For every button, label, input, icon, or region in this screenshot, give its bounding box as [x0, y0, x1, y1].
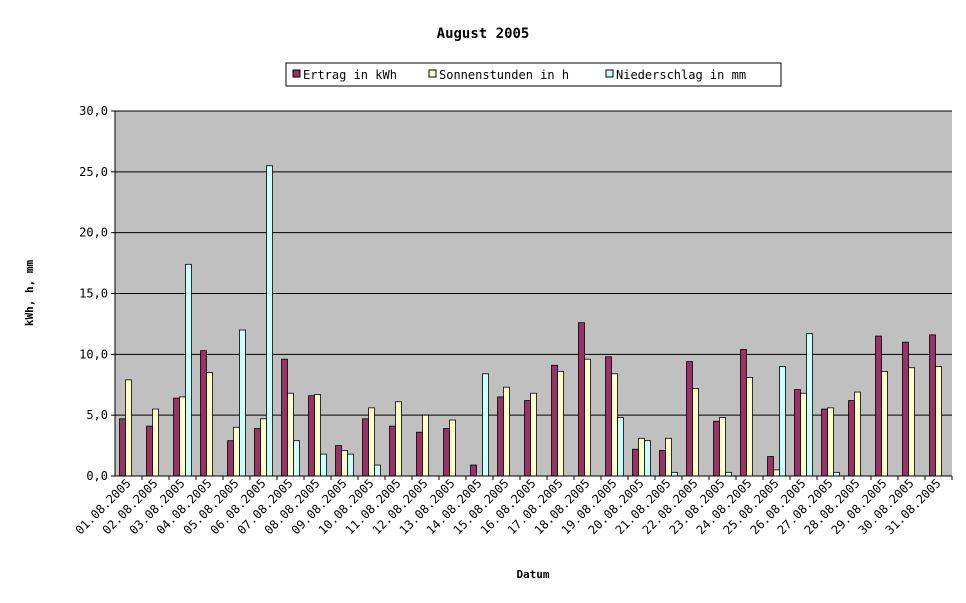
legend-label-niederschlag: Niederschlag in mm	[616, 68, 746, 82]
chart-title: August 2005	[437, 26, 530, 42]
bars	[119, 165, 942, 477]
bar-ertrag	[119, 418, 126, 477]
bar-ertrag	[740, 349, 747, 477]
bar-ertrag	[416, 431, 423, 477]
bar-niederschlag	[671, 471, 678, 477]
bar-sonnenstunden	[935, 366, 942, 477]
bar-sonnenstunden	[692, 387, 699, 477]
legend: Ertrag in kWh Sonnenstunden in h Nieders…	[285, 62, 782, 87]
bar-sonnenstunden	[179, 396, 186, 477]
bar-niederschlag	[644, 440, 651, 477]
bar-niederschlag	[266, 165, 273, 477]
y-tick-label: 20,0	[79, 226, 108, 240]
bar-niederschlag	[833, 471, 840, 477]
bar-niederschlag	[806, 333, 813, 477]
bar-ertrag	[659, 450, 666, 477]
bar-ertrag	[497, 396, 504, 477]
bar-sonnenstunden	[665, 437, 672, 477]
bar-sonnenstunden	[854, 391, 861, 477]
y-tick-labels: 0,0 5,0 10,0 15,0 20,0 25,0 30,0	[79, 104, 115, 483]
bar-ertrag	[281, 358, 288, 477]
bar-ertrag	[470, 464, 477, 477]
legend-box	[285, 62, 782, 87]
bar-ertrag	[848, 400, 855, 477]
bar-niederschlag	[347, 453, 354, 477]
bar-sonnenstunden	[314, 394, 321, 477]
bar-sonnenstunden	[530, 392, 537, 477]
legend-swatch-ertrag	[292, 69, 301, 78]
bar-ertrag	[524, 400, 531, 477]
bar-sonnenstunden	[125, 379, 132, 477]
bar-sonnenstunden	[422, 414, 429, 477]
bar-ertrag	[578, 322, 585, 477]
bar-ertrag	[254, 428, 261, 477]
bar-sonnenstunden	[584, 358, 591, 477]
bar-ertrag	[146, 425, 153, 477]
bar-niederschlag	[725, 471, 732, 477]
bar-sonnenstunden	[881, 370, 888, 477]
x-axis-title: Datum	[516, 568, 549, 581]
bar-niederschlag	[293, 440, 300, 477]
bar-sonnenstunden	[233, 426, 240, 477]
bar-ertrag	[335, 445, 342, 477]
bar-ertrag	[551, 364, 558, 477]
legend-swatch-sonnenstunden	[428, 69, 437, 78]
bar-sonnenstunden	[827, 407, 834, 477]
bar-ertrag	[875, 335, 882, 477]
bar-sonnenstunden	[368, 407, 375, 477]
y-tick-label: 30,0	[79, 104, 108, 118]
bar-niederschlag	[374, 464, 381, 477]
bar-sonnenstunden	[152, 408, 159, 477]
bar-ertrag	[794, 389, 801, 477]
bar-sonnenstunden	[557, 370, 564, 477]
y-tick-label: 25,0	[79, 165, 108, 179]
bar-ertrag	[308, 395, 315, 477]
bar-sonnenstunden	[611, 373, 618, 477]
bar-sonnenstunden	[908, 367, 915, 477]
bar-sonnenstunden	[287, 392, 294, 477]
bar-sonnenstunden	[719, 417, 726, 477]
bar-ertrag	[821, 408, 828, 477]
bar-ertrag	[200, 350, 207, 477]
y-tick-label: 5,0	[86, 408, 108, 422]
bar-sonnenstunden	[503, 386, 510, 477]
bar-sonnenstunden	[395, 401, 402, 477]
bar-ertrag	[227, 440, 234, 477]
bar-sonnenstunden	[800, 392, 807, 477]
bar-ertrag	[173, 397, 180, 477]
bar-ertrag	[605, 356, 612, 477]
bar-sonnenstunden	[638, 437, 645, 477]
legend-label-sonnenstunden: Sonnenstunden in h	[439, 68, 569, 82]
bar-ertrag	[443, 428, 450, 477]
bar-niederschlag	[185, 263, 192, 477]
bar-ertrag	[362, 418, 369, 477]
bar-niederschlag	[320, 453, 327, 477]
bar-ertrag	[929, 334, 936, 477]
bar-sonnenstunden	[206, 372, 213, 477]
y-tick-label: 10,0	[79, 347, 108, 361]
legend-label-ertrag: Ertrag in kWh	[303, 68, 397, 82]
y-axis-title: kWh, h, mm	[23, 260, 36, 327]
bar-sonnenstunden	[746, 377, 753, 477]
bar-niederschlag	[617, 417, 624, 477]
bar-sonnenstunden	[449, 419, 456, 477]
bar-ertrag	[389, 425, 396, 477]
bar-sonnenstunden	[341, 450, 348, 477]
bar-sonnenstunden	[260, 418, 267, 477]
legend-swatch-niederschlag	[605, 69, 614, 78]
y-tick-label: 0,0	[86, 469, 108, 483]
x-tick-labels: 01.08.200502.08.200503.08.200504.08.2005…	[73, 476, 953, 537]
bar-ertrag	[686, 361, 693, 477]
bar-niederschlag	[239, 329, 246, 477]
bar-ertrag	[767, 456, 774, 477]
bar-ertrag	[902, 341, 909, 477]
bar-ertrag	[632, 448, 639, 477]
bar-ertrag	[713, 420, 720, 477]
bar-niederschlag	[779, 366, 786, 477]
bar-sonnenstunden	[773, 469, 780, 477]
y-tick-label: 15,0	[79, 287, 108, 301]
bar-niederschlag	[482, 373, 489, 477]
